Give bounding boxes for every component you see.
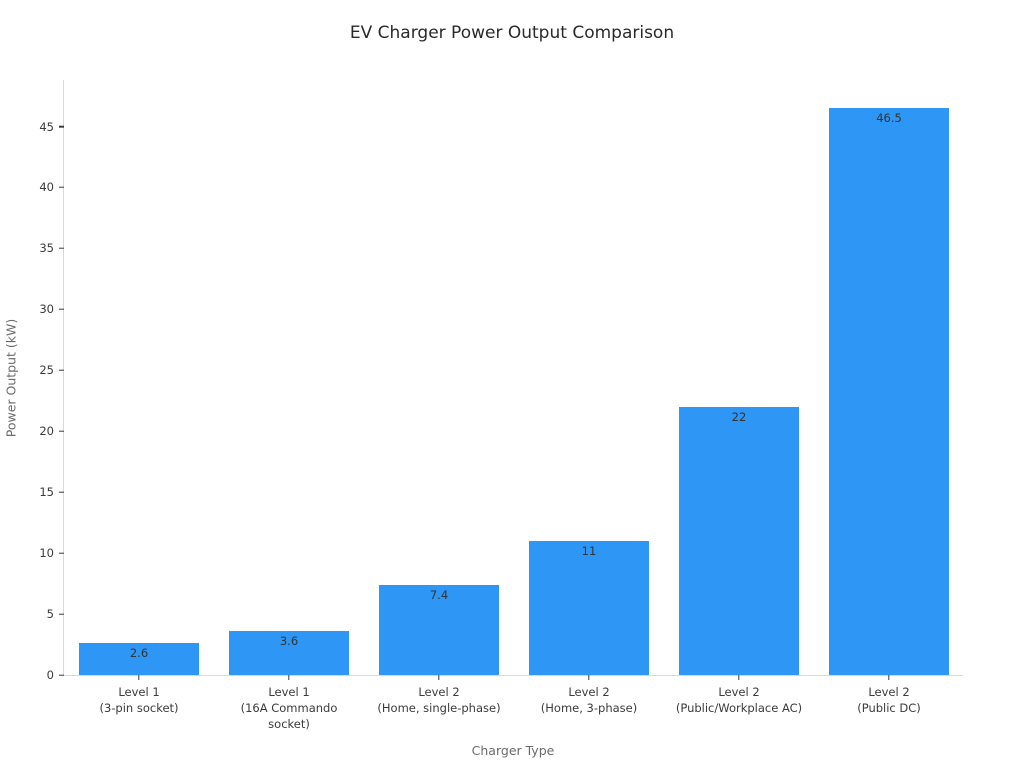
bar-value-label: 7.4 [429, 587, 449, 602]
x-tick-mark [888, 675, 890, 680]
y-tick-label: 30 [39, 302, 54, 317]
bar-5: 46.5 [829, 108, 949, 675]
x-tick-label-line: Level 1 [268, 685, 310, 699]
x-tick-mark [288, 675, 290, 680]
x-tick-label-line: Level 2 [868, 685, 910, 699]
y-tick-mark [59, 308, 64, 311]
y-tick-mark [59, 125, 64, 128]
x-tick-label-line: (16A Commando [240, 701, 338, 715]
bar-0: 2.6 [79, 643, 199, 675]
x-tick-label-line: (Home, single-phase) [377, 701, 501, 715]
x-tick-label-line: socket) [268, 717, 310, 731]
x-tick-mark [588, 675, 590, 680]
bar-3: 11 [529, 540, 649, 675]
x-tick-label-line: (3-pin socket) [99, 701, 179, 715]
bar-value-label: 3.6 [279, 634, 299, 649]
x-tick-label: Level 1 (3-pin socket) [99, 684, 178, 716]
chart-title: EV Charger Power Output Comparison [349, 23, 675, 43]
x-tick-mark [138, 675, 140, 680]
y-tick-label: 25 [39, 363, 54, 378]
bar-value-label: 22 [731, 409, 747, 424]
y-tick-label: 45 [39, 119, 54, 134]
x-tick-label: Level 2 (Public/Workplace AC) [676, 684, 802, 716]
bar-1: 3.6 [229, 631, 349, 675]
x-tick-label-line: (Public DC) [857, 701, 921, 715]
x-tick-label: Level 2 (Home, 3-phase) [541, 684, 637, 716]
y-tick-label: 15 [39, 485, 54, 500]
y-tick-mark [59, 491, 64, 493]
y-tick-label: 20 [39, 424, 54, 439]
x-tick-label-line: Level 2 [568, 685, 610, 699]
bar-4: 22 [679, 406, 799, 675]
x-tick-label-line: (Public/Workplace AC) [675, 701, 803, 715]
x-tick-label: Level 1 (16A Commando socket) [241, 684, 338, 732]
y-axis-title: Power Output (kW) [3, 318, 19, 438]
x-tick-label-line: (Home, 3-phase) [540, 701, 638, 715]
x-tick-label-line: Level 1 [118, 685, 160, 699]
plot-area: 2.6 Level 1 (3-pin socket) 3.6 Level 1 (16A C… [39, 80, 963, 731]
x-tick-label-line: Level 2 [718, 685, 760, 699]
y-tick-mark [59, 674, 64, 676]
bar-value-label: 46.5 [876, 111, 902, 126]
x-tick-label: Level 2 (Public DC) [857, 684, 921, 716]
x-tick-label-line: Level 2 [418, 685, 460, 699]
x-axis-title: Charger Type [471, 743, 555, 758]
bar-value-label: 2.6 [129, 646, 149, 661]
x-tick-mark [738, 675, 740, 680]
y-tick-mark [59, 430, 64, 432]
y-tick-label: 40 [39, 180, 54, 195]
bar-value-label: 11 [581, 543, 597, 558]
y-tick-label: 5 [46, 607, 54, 622]
y-tick-mark [59, 186, 64, 189]
x-tick-label: Level 2 (Home, single-phase) [377, 684, 500, 716]
y-tick-label: 10 [39, 546, 54, 561]
y-tick-mark [59, 613, 64, 615]
y-tick-label: 0 [46, 668, 54, 682]
x-tick-mark [438, 675, 440, 680]
y-tick-mark [59, 552, 64, 554]
y-tick-mark [59, 369, 64, 371]
bar-2: 7.4 [379, 584, 499, 675]
y-tick-label: 35 [39, 241, 54, 256]
y-tick-mark [59, 247, 64, 250]
